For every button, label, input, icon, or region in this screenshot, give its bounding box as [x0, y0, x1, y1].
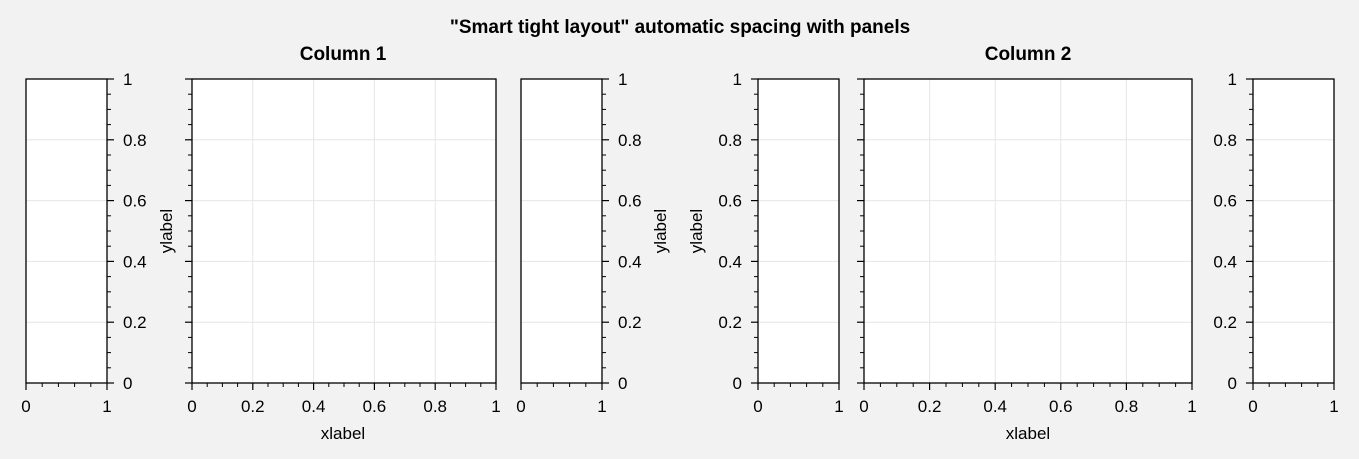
column-1-main-ylabel: ylabel — [157, 209, 176, 253]
c1-left-panel-ytick-label: 1 — [123, 70, 132, 89]
c2-main-xtick-label: 0.4 — [983, 397, 1007, 416]
c1-left-panel-ytick-label: 0.2 — [123, 313, 147, 332]
column-2-title: Column 2 — [985, 44, 1072, 65]
c2-right-panel-ytick-label: 0.8 — [1213, 131, 1237, 150]
c2-right-panel-ytick-label: 1 — [1228, 70, 1237, 89]
c2-main-xtick-label: 0 — [859, 397, 868, 416]
c1-main-xtick-label: 0.2 — [241, 397, 265, 416]
c1-right-panel-ytick-label: 0.4 — [618, 252, 642, 271]
figure-suptitle: "Smart tight layout" automatic spacing w… — [450, 17, 910, 38]
c1-right-panel-xtick-label: 0 — [516, 397, 525, 416]
c2-left-panel-axes: 0 1 0 0.2 0.4 0.6 0.8 1 — [718, 70, 843, 416]
c1-main-xtick-label: 0.8 — [423, 397, 447, 416]
c2-left-panel-xtick-label: 0 — [753, 397, 762, 416]
column-2-xlabel: xlabel — [1006, 424, 1050, 443]
c1-right-panel-ytick-label: 0.2 — [618, 313, 642, 332]
c2-right-panel-plot-area — [1253, 79, 1334, 383]
c2-right-panel-ytick-label: 0 — [1228, 374, 1237, 393]
column-1-xlabel: xlabel — [321, 424, 365, 443]
c1-right-panel-plot-area — [521, 79, 602, 383]
c2-main-axes: 0 0.2 0.4 0.6 0.8 1 — [857, 78, 1197, 416]
c1-main-axes: 0 0.2 0.4 0.6 0.8 1 — [185, 78, 501, 416]
c2-left-panel-ytick-label: 0.6 — [718, 192, 742, 211]
c2-right-panel-xtick-label: 1 — [1329, 397, 1338, 416]
c2-right-panel-axes: 0 1 0 0.2 0.4 0.6 0.8 1 — [1213, 70, 1338, 416]
c1-right-panel-ytick-label: 0 — [618, 374, 627, 393]
column-2-left-panel-ylabel: ylabel — [687, 209, 706, 253]
c1-main-xtick-label: 0.6 — [363, 397, 387, 416]
c2-left-panel-ytick-label: 1 — [733, 70, 742, 89]
c1-left-panel-ytick-label: 0 — [123, 374, 132, 393]
c1-left-panel-ytick-label: 0.4 — [123, 252, 147, 271]
c1-right-panel-axes: 0 100.20.40.60.81 — [516, 70, 641, 416]
c2-left-panel-plot-area — [758, 79, 839, 383]
c2-main-xtick-label: 0.8 — [1115, 397, 1139, 416]
c2-main-xtick-label: 0.6 — [1049, 397, 1073, 416]
c2-left-panel-ytick-label: 0.4 — [718, 252, 742, 271]
c2-main-xtick-label: 1 — [1187, 397, 1196, 416]
c2-right-panel-ytick-label: 0.4 — [1213, 252, 1237, 271]
c1-right-panel-ytick-label: 0.8 — [618, 131, 642, 150]
c2-main-plot-area — [864, 79, 1192, 383]
c2-left-panel-ytick-label: 0.8 — [718, 131, 742, 150]
c1-main-xtick-label: 0 — [187, 397, 196, 416]
c2-left-panel-ytick-label: 0.2 — [718, 313, 742, 332]
c1-right-panel-xtick-label: 1 — [597, 397, 606, 416]
c1-main-xtick-label: 0.4 — [302, 397, 326, 416]
c2-right-panel-ytick-label: 0.2 — [1213, 313, 1237, 332]
c2-main-xtick-label: 0.2 — [918, 397, 942, 416]
c1-main-xtick-label: 1 — [491, 397, 500, 416]
c2-left-panel-ytick-label: 0 — [733, 374, 742, 393]
axes-group: 0 100.20.40.60.810 0.2 0.4 0.6 0.8 1 0 100.20.40… — [21, 70, 1338, 416]
c1-main-plot-area — [192, 79, 496, 383]
c1-left-panel-ytick-label: 0.6 — [123, 192, 147, 211]
c1-right-panel-ytick-label: 1 — [618, 70, 627, 89]
c1-left-panel-ytick-label: 0.8 — [123, 131, 147, 150]
column-1-title: Column 1 — [300, 44, 387, 65]
c1-left-panel-axes: 0 100.20.40.60.81 — [21, 70, 146, 416]
c1-left-panel-xtick-label: 0 — [21, 397, 30, 416]
c1-left-panel-plot-area — [26, 79, 107, 383]
c2-left-panel-xtick-label: 1 — [834, 397, 843, 416]
c1-left-panel-xtick-label: 1 — [102, 397, 111, 416]
column-1-right-panel-ylabel: ylabel — [651, 209, 670, 253]
c2-right-panel-xtick-label: 0 — [1248, 397, 1257, 416]
c1-right-panel-ytick-label: 0.6 — [618, 192, 642, 211]
c2-right-panel-ytick-label: 0.6 — [1213, 192, 1237, 211]
